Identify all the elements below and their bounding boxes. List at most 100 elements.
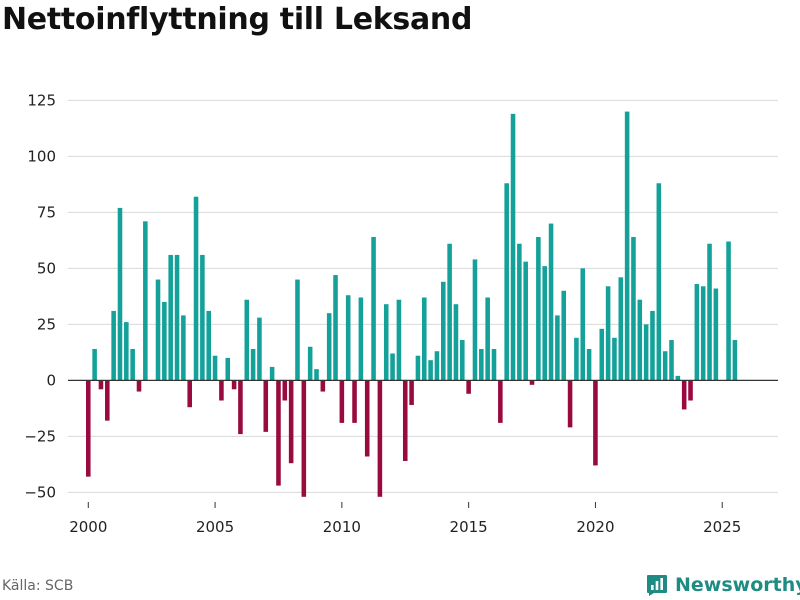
source-note: Källa: SCB bbox=[2, 578, 74, 594]
bar bbox=[485, 297, 490, 381]
bar bbox=[269, 366, 275, 381]
bar bbox=[206, 310, 212, 381]
bar bbox=[517, 243, 522, 381]
bar bbox=[295, 279, 300, 381]
bar bbox=[681, 380, 687, 410]
bar bbox=[656, 183, 662, 381]
bar bbox=[434, 351, 440, 381]
bar bbox=[377, 380, 383, 497]
bar bbox=[358, 297, 364, 381]
newsworthy-logo-icon bbox=[647, 575, 667, 596]
bar bbox=[479, 348, 484, 381]
bar bbox=[593, 380, 598, 466]
bar bbox=[732, 340, 738, 381]
bar bbox=[98, 380, 104, 390]
bar bbox=[536, 237, 541, 381]
bar bbox=[498, 380, 503, 423]
bar bbox=[637, 299, 643, 381]
bar bbox=[662, 351, 668, 381]
bar bbox=[421, 297, 427, 381]
bar bbox=[605, 286, 611, 381]
bar bbox=[86, 380, 91, 477]
bar bbox=[555, 315, 560, 381]
y-tick-label: 50 bbox=[37, 259, 56, 277]
x-tick-label: 2010 bbox=[323, 518, 361, 536]
y-axis-ticks: −50 −25 0 25 50 75 100 125 bbox=[24, 91, 56, 501]
bar bbox=[472, 259, 478, 381]
bar bbox=[586, 348, 592, 381]
bar bbox=[428, 360, 433, 381]
bar bbox=[567, 380, 573, 428]
bar bbox=[504, 183, 509, 381]
y-tick-label: 0 bbox=[46, 371, 56, 389]
bar bbox=[542, 266, 547, 381]
y-tick-label: −50 bbox=[24, 483, 56, 501]
bar bbox=[231, 380, 237, 390]
x-tick-label: 2005 bbox=[196, 518, 234, 536]
bar bbox=[257, 317, 262, 381]
bar bbox=[643, 324, 649, 381]
bar bbox=[339, 380, 345, 423]
bar bbox=[675, 375, 681, 381]
y-tick-label: −25 bbox=[24, 427, 56, 445]
bar bbox=[187, 380, 192, 408]
bar bbox=[92, 348, 97, 381]
bar bbox=[447, 243, 452, 381]
brand-name: Newsworthy bbox=[675, 574, 800, 596]
bar bbox=[263, 380, 269, 432]
x-tick-label: 2025 bbox=[703, 518, 741, 536]
bar bbox=[326, 313, 332, 381]
bar bbox=[383, 304, 389, 381]
y-tick-label: 100 bbox=[27, 147, 56, 165]
bar bbox=[510, 113, 516, 381]
bar bbox=[548, 223, 554, 381]
x-tick-label: 2015 bbox=[450, 518, 488, 536]
y-tick-label: 25 bbox=[37, 315, 56, 333]
bar bbox=[409, 380, 414, 405]
bar bbox=[212, 355, 218, 381]
bar bbox=[523, 261, 528, 381]
bars bbox=[86, 111, 738, 497]
bar bbox=[599, 328, 605, 381]
bar bbox=[200, 254, 205, 381]
bar bbox=[574, 337, 579, 381]
bar bbox=[612, 337, 617, 381]
bar bbox=[529, 380, 535, 385]
bar bbox=[441, 281, 446, 381]
bar bbox=[320, 380, 326, 392]
bar bbox=[238, 380, 243, 435]
bar bbox=[181, 315, 186, 381]
bar bbox=[631, 237, 636, 381]
bar bbox=[561, 290, 567, 381]
bar bbox=[301, 380, 307, 497]
bar bbox=[650, 310, 655, 381]
bar bbox=[453, 304, 459, 381]
bar bbox=[155, 279, 161, 381]
bar bbox=[415, 355, 421, 381]
y-tick-label: 125 bbox=[27, 91, 56, 109]
bar bbox=[250, 348, 256, 381]
bar bbox=[130, 348, 135, 381]
bar bbox=[371, 237, 376, 381]
bar bbox=[168, 254, 173, 381]
bar bbox=[726, 241, 731, 381]
bar bbox=[580, 268, 586, 381]
bar bbox=[688, 380, 693, 401]
bar bbox=[307, 346, 313, 381]
brand-logo: Newsworthy bbox=[645, 570, 800, 600]
bar bbox=[333, 275, 338, 381]
bar bbox=[225, 357, 231, 381]
y-tick-label: 75 bbox=[37, 203, 56, 221]
bar bbox=[124, 322, 129, 381]
bar bbox=[624, 111, 630, 381]
bar bbox=[244, 299, 250, 381]
bar bbox=[105, 380, 110, 421]
bar bbox=[713, 288, 719, 381]
bar bbox=[345, 295, 351, 381]
bar bbox=[700, 286, 706, 381]
bar bbox=[364, 380, 370, 457]
bar bbox=[618, 277, 624, 381]
bar bbox=[466, 380, 471, 394]
x-tick-label: 2000 bbox=[69, 518, 107, 536]
